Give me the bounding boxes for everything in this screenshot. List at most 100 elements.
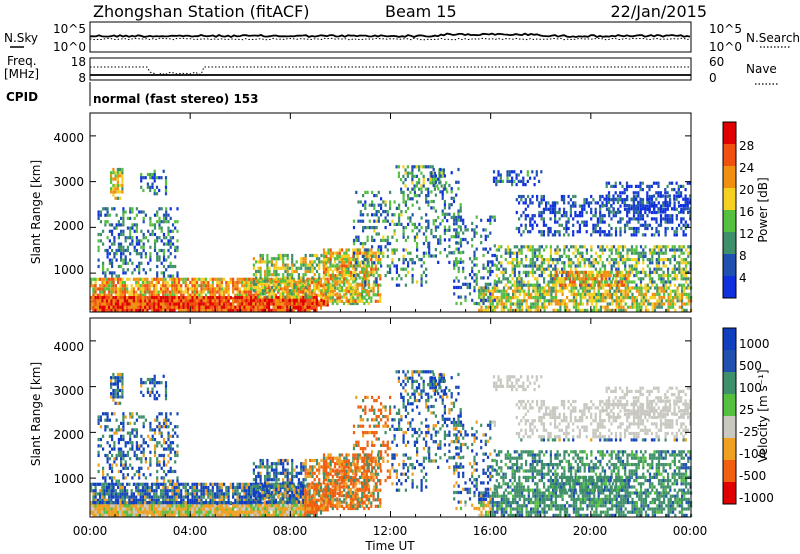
power-cell: [108, 296, 111, 300]
power-cell: [678, 261, 681, 265]
power-cell: [257, 289, 260, 293]
power-cell: [313, 298, 316, 302]
power-cell: [195, 284, 199, 288]
power-cell: [400, 187, 403, 191]
power-cell: [504, 267, 507, 271]
power-cell: [189, 280, 192, 285]
power-cell: [97, 213, 100, 217]
power-cell: [295, 284, 298, 288]
power-cell: [377, 286, 380, 290]
power-cell: [216, 302, 219, 306]
power-cell: [402, 258, 405, 262]
power-cell: [261, 302, 264, 306]
power-cell: [168, 308, 172, 312]
power-cell: [521, 299, 524, 303]
power-cell: [532, 302, 535, 306]
power-cell: [459, 244, 463, 248]
power-cell: [108, 299, 111, 303]
power-cell: [443, 183, 446, 188]
power-cell: [587, 277, 590, 281]
power-cell: [121, 299, 124, 303]
power-cell: [122, 252, 125, 256]
power-cell: [355, 190, 358, 194]
power-cell: [160, 248, 163, 253]
power-cell: [570, 283, 573, 287]
power-cell: [345, 266, 348, 270]
power-cell: [300, 263, 303, 267]
power-cell: [671, 188, 674, 192]
power-cell: [520, 198, 523, 202]
power-cell: [123, 308, 126, 312]
power-cell: [680, 184, 683, 188]
power-cell: [146, 280, 149, 285]
power-cell: [274, 308, 277, 312]
power-cell: [484, 308, 488, 312]
power-cell: [329, 286, 332, 290]
power-cell: [536, 292, 539, 296]
power-cell: [420, 171, 423, 175]
power-cell: [352, 293, 355, 297]
power-cell: [516, 261, 519, 265]
power-cell: [121, 187, 124, 191]
power-cell: [177, 299, 181, 303]
power-cell: [566, 305, 569, 309]
power-cell: [365, 299, 368, 303]
power-cell: [284, 263, 287, 267]
power-cell: [411, 165, 414, 169]
power-cell: [516, 245, 519, 249]
power-cell: [140, 245, 143, 249]
power-cell: [540, 267, 543, 271]
power-cell: [345, 273, 348, 277]
power-cell: [572, 245, 575, 249]
power-cell: [552, 308, 555, 312]
power-cell: [358, 295, 361, 299]
power-cell: [522, 264, 525, 268]
power-cell: [663, 296, 666, 300]
power-cell: [198, 308, 201, 312]
power-cell: [168, 293, 172, 297]
power-cell: [133, 248, 136, 253]
power-cell: [275, 269, 278, 274]
power-cell: [149, 252, 152, 256]
power-cell: [566, 308, 569, 312]
power-cell: [525, 305, 528, 309]
power-cell: [171, 236, 175, 240]
power-cell: [632, 233, 636, 237]
n-sky-tick-high: 10^5: [53, 22, 86, 36]
power-cell: [113, 207, 116, 211]
power-cell: [531, 245, 534, 249]
power-cell: [290, 284, 293, 288]
power-cell: [322, 287, 325, 291]
power-cell: [288, 284, 291, 288]
power-cell: [177, 296, 181, 300]
power-cell: [612, 274, 616, 278]
power-cell: [558, 254, 561, 258]
power-cell: [434, 219, 437, 223]
power-cell: [614, 214, 618, 218]
power-cell: [662, 283, 665, 287]
power-cell: [509, 251, 512, 255]
power-cell: [128, 299, 131, 303]
power-cell: [651, 296, 654, 300]
power-cell: [149, 172, 152, 177]
power-cell: [135, 226, 138, 230]
power-cell: [644, 210, 647, 215]
power-cell: [432, 199, 435, 204]
power-cell: [453, 215, 456, 219]
power-cell: [619, 258, 622, 262]
power-cell: [552, 258, 555, 262]
power-cell: [379, 299, 382, 303]
power-cell: [300, 257, 303, 261]
power-cell: [438, 178, 441, 182]
power-cell: [259, 257, 262, 261]
power-cell: [590, 248, 593, 252]
power-cell: [336, 264, 339, 268]
power-cell: [561, 274, 564, 278]
power-cell: [428, 241, 431, 245]
power-cell: [439, 222, 442, 226]
power-cell: [132, 299, 135, 303]
power-cell: [352, 248, 355, 252]
power-cell: [655, 191, 658, 195]
power-cell: [336, 292, 339, 296]
power-cell: [637, 220, 640, 224]
